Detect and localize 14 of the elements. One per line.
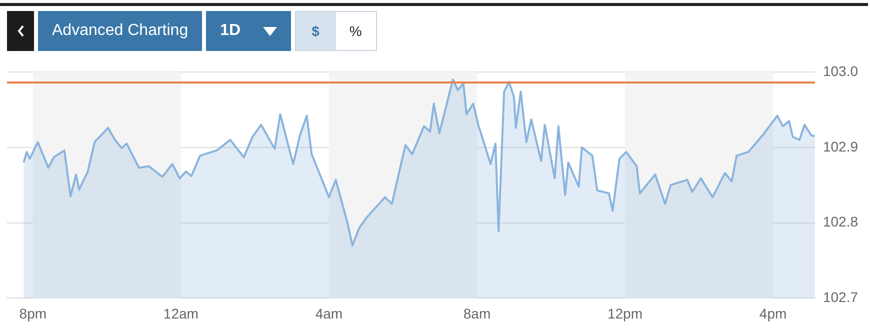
y-tick-label: 102.8 xyxy=(822,214,858,230)
x-tick-label: 4am xyxy=(315,305,343,322)
text: $ xyxy=(296,12,336,50)
y-tick-label: 102.7 xyxy=(822,289,858,306)
y-tick-label: 102.9 xyxy=(822,138,858,154)
x-tick-label: 12am xyxy=(163,305,198,322)
y-tick-label: 103.0 xyxy=(822,62,858,79)
text: Advanced Charting xyxy=(38,11,202,51)
x-tick-label: 4pm xyxy=(759,305,787,322)
x-tick-label: 8pm xyxy=(19,305,47,322)
text: 1D xyxy=(220,22,241,40)
x-tick-label: 12pm xyxy=(607,305,643,322)
x-tick-label: 8am xyxy=(463,305,491,322)
text: % xyxy=(336,12,376,50)
